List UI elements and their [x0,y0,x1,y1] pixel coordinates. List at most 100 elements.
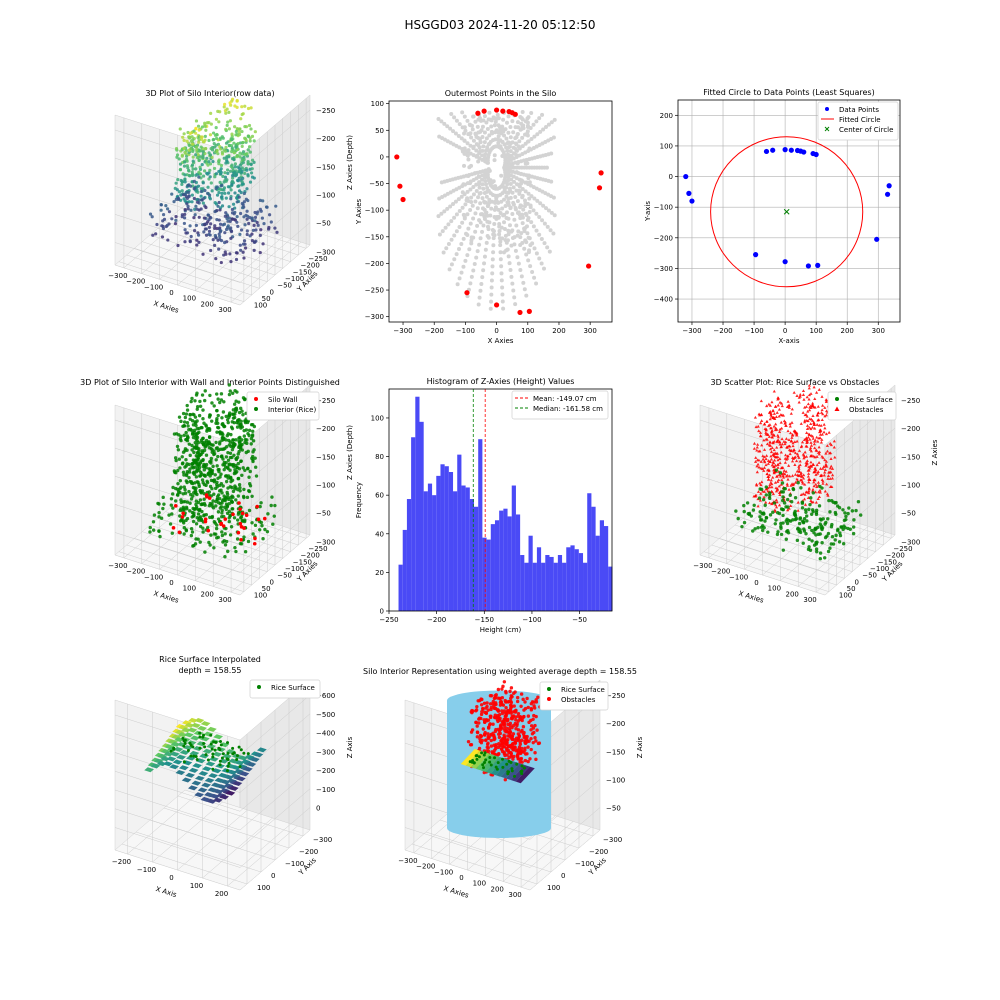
surface-patch [166,756,177,762]
interior-point [218,496,222,501]
gray-point [545,245,550,250]
x-tick-label: 200 [786,590,799,598]
gray-point [454,212,459,217]
rice-point [819,526,824,530]
rice-point [820,541,824,545]
histogram-bar [536,547,542,611]
interior-point [179,498,183,502]
rice-point [219,743,223,747]
data-point [238,163,242,167]
x-tick-label: 0 [169,289,173,297]
obstacle-point [832,439,836,443]
obstacle-point [824,409,829,413]
interior-point [195,427,199,431]
rice-point [796,480,800,485]
obstacle-point [513,740,517,745]
obstacle-point [822,473,826,477]
data-point [213,243,217,248]
rice-point [779,507,784,511]
interior-point [226,450,230,455]
obstacle-point [486,732,490,736]
gray-point [508,268,513,273]
gray-point [476,143,481,148]
data-point [261,242,265,246]
obstacle-point [770,463,774,467]
obstacle-point [807,486,811,490]
obstacle-point [500,747,504,752]
gray-point [534,228,539,233]
interior-point [194,393,199,397]
x-axis-label: X Axies [488,337,514,345]
interior-point [218,489,222,493]
data-point [253,215,258,220]
data-point [190,135,194,139]
data-point [194,167,198,171]
obstacle-point [790,459,795,463]
gray-point [481,144,486,149]
data-point [238,243,242,247]
interior-point [214,526,219,531]
surface-patch [173,746,184,752]
obstacle-point [502,745,507,749]
data-point [218,222,223,226]
interior-point [223,532,227,536]
obstacle-point [820,432,824,436]
interior-point [185,408,190,412]
obstacle-point [807,468,811,472]
gray-point [505,141,510,146]
y-tick-label: −100 [870,565,889,573]
obstacle-point [475,704,479,709]
gray-point [436,116,441,121]
z-tick-label: −200 [316,425,335,433]
data-point [188,174,192,178]
interior-point [182,485,186,489]
obstacle-point [496,745,501,750]
gray-point [481,268,486,273]
obstacle-point [815,485,819,488]
obstacle-point [777,414,781,418]
histogram-bar [578,553,584,611]
interior-point [253,465,258,469]
obstacle-point [768,483,772,487]
data-point [194,189,198,193]
obstacle-point [526,759,530,764]
rice-point [505,762,509,766]
obstacle-point [816,470,820,473]
obstacle-point [469,742,474,747]
histogram-bar [507,516,512,611]
rice-point [775,532,780,537]
rice-point [787,518,791,523]
data-point [192,216,196,220]
grid-line [118,261,244,302]
data-point [243,171,247,176]
rice-point [471,758,475,762]
gray-point [471,114,476,119]
rice-point [483,761,487,765]
data-point [235,200,239,204]
interior-point [222,447,226,451]
data-point [243,223,247,227]
rice-point [782,486,786,491]
gray-point [520,110,525,115]
obstacle-point [808,478,812,481]
data-point [200,162,204,167]
obstacle-point [803,450,807,454]
gray-point [449,112,454,117]
obstacle-point [795,452,800,456]
data-point [242,191,246,196]
interior-point [181,470,186,474]
gray-point [509,163,514,168]
obstacle-point [791,449,796,453]
obstacle-point [772,433,776,437]
interior-point [216,510,221,514]
data-point [159,203,163,207]
obstacle-point [807,480,811,484]
interior-point [204,444,208,448]
gray-point [485,219,490,224]
interior-point [197,465,202,470]
obstacle-point [789,504,793,507]
obstacle-point [793,451,798,455]
interior-point [204,453,209,457]
interior-point [195,515,200,520]
obstacle-point [792,448,796,452]
